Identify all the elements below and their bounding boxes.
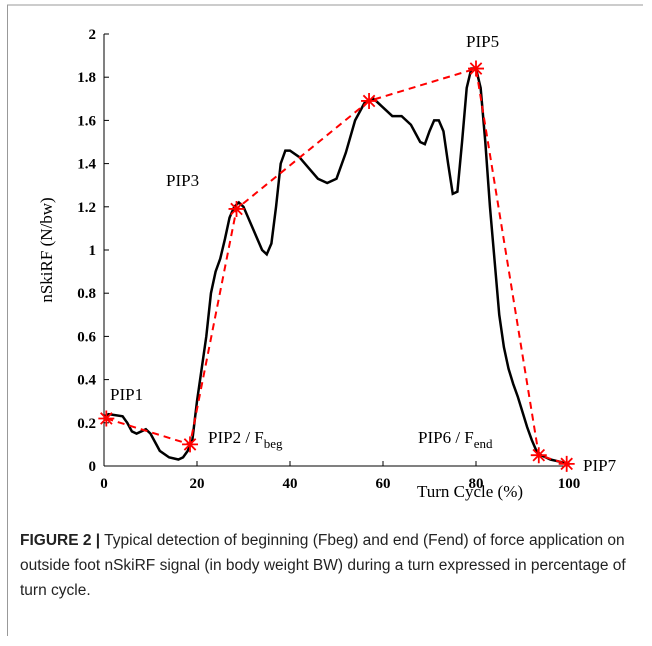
star-marker bbox=[182, 436, 199, 453]
annotation-text: PIP5 bbox=[466, 32, 499, 51]
annotation: PIP6 / Fend bbox=[418, 428, 493, 451]
annotation-text: PIP7 bbox=[583, 456, 617, 475]
chart: Turn Cycle (%) nSkiRF (N/bw) 0 0.2 0.4 0.6 0… bbox=[7, 4, 643, 501]
caption-text: Typical detection of beginning (Fbeg) an… bbox=[20, 532, 626, 599]
annotation: PIP3 bbox=[166, 171, 199, 190]
annotation-text: PIP1 bbox=[110, 385, 143, 404]
star-marker bbox=[98, 410, 115, 427]
star-marker bbox=[530, 447, 547, 464]
line bbox=[103, 67, 570, 466]
annotation-text: PIP2 / F bbox=[208, 428, 264, 447]
y-tick-label: 2 bbox=[89, 27, 97, 43]
star-marker bbox=[558, 455, 575, 472]
x-tick-label: 0 bbox=[100, 476, 108, 492]
y-tick-label: 0.4 bbox=[77, 373, 96, 389]
annotation-sub: beg bbox=[264, 436, 283, 451]
star-marker bbox=[468, 60, 484, 77]
y-tick-label: 1.2 bbox=[77, 200, 96, 216]
line bbox=[106, 67, 567, 465]
annotation: PIP1 bbox=[110, 385, 143, 404]
annotation-text: PIP3 bbox=[166, 171, 199, 190]
y-tick-label: 0.8 bbox=[77, 286, 96, 302]
caption: FIGURE 2 | Typical detection of beginnin… bbox=[20, 528, 630, 603]
y-tick-label: 1 bbox=[89, 243, 97, 259]
frame-left bbox=[7, 5, 8, 636]
y-tick-label: 0 bbox=[89, 459, 97, 475]
x-tick-label: 20 bbox=[190, 476, 205, 492]
annotation-text: PIP6 / F bbox=[418, 428, 474, 447]
y-tick-label: 1.4 bbox=[77, 157, 96, 173]
x-tick-label: 100 bbox=[558, 476, 581, 492]
x-axis-label: Turn Cycle (%) bbox=[417, 482, 523, 501]
x-tick-label: 80 bbox=[469, 476, 484, 492]
y-tick-label: 0.6 bbox=[77, 329, 96, 345]
y-tick-label: 1.6 bbox=[77, 113, 96, 129]
annotation: PIP7 bbox=[583, 456, 617, 475]
y-tick-label: 1.8 bbox=[77, 70, 96, 86]
annotation: PIP5 bbox=[466, 32, 499, 51]
star-marker bbox=[361, 92, 378, 109]
x-tick-label: 60 bbox=[376, 476, 391, 492]
caption-label: FIGURE 2 | bbox=[20, 532, 101, 549]
star-marker bbox=[228, 200, 245, 217]
y-tick-label: 0.2 bbox=[77, 416, 96, 432]
annotation: PIP2 / Fbeg bbox=[208, 428, 283, 451]
y-axis-label: nSkiRF (N/bw) bbox=[37, 197, 56, 302]
annotation-sub: end bbox=[474, 436, 493, 451]
x-tick-label: 40 bbox=[283, 476, 298, 492]
